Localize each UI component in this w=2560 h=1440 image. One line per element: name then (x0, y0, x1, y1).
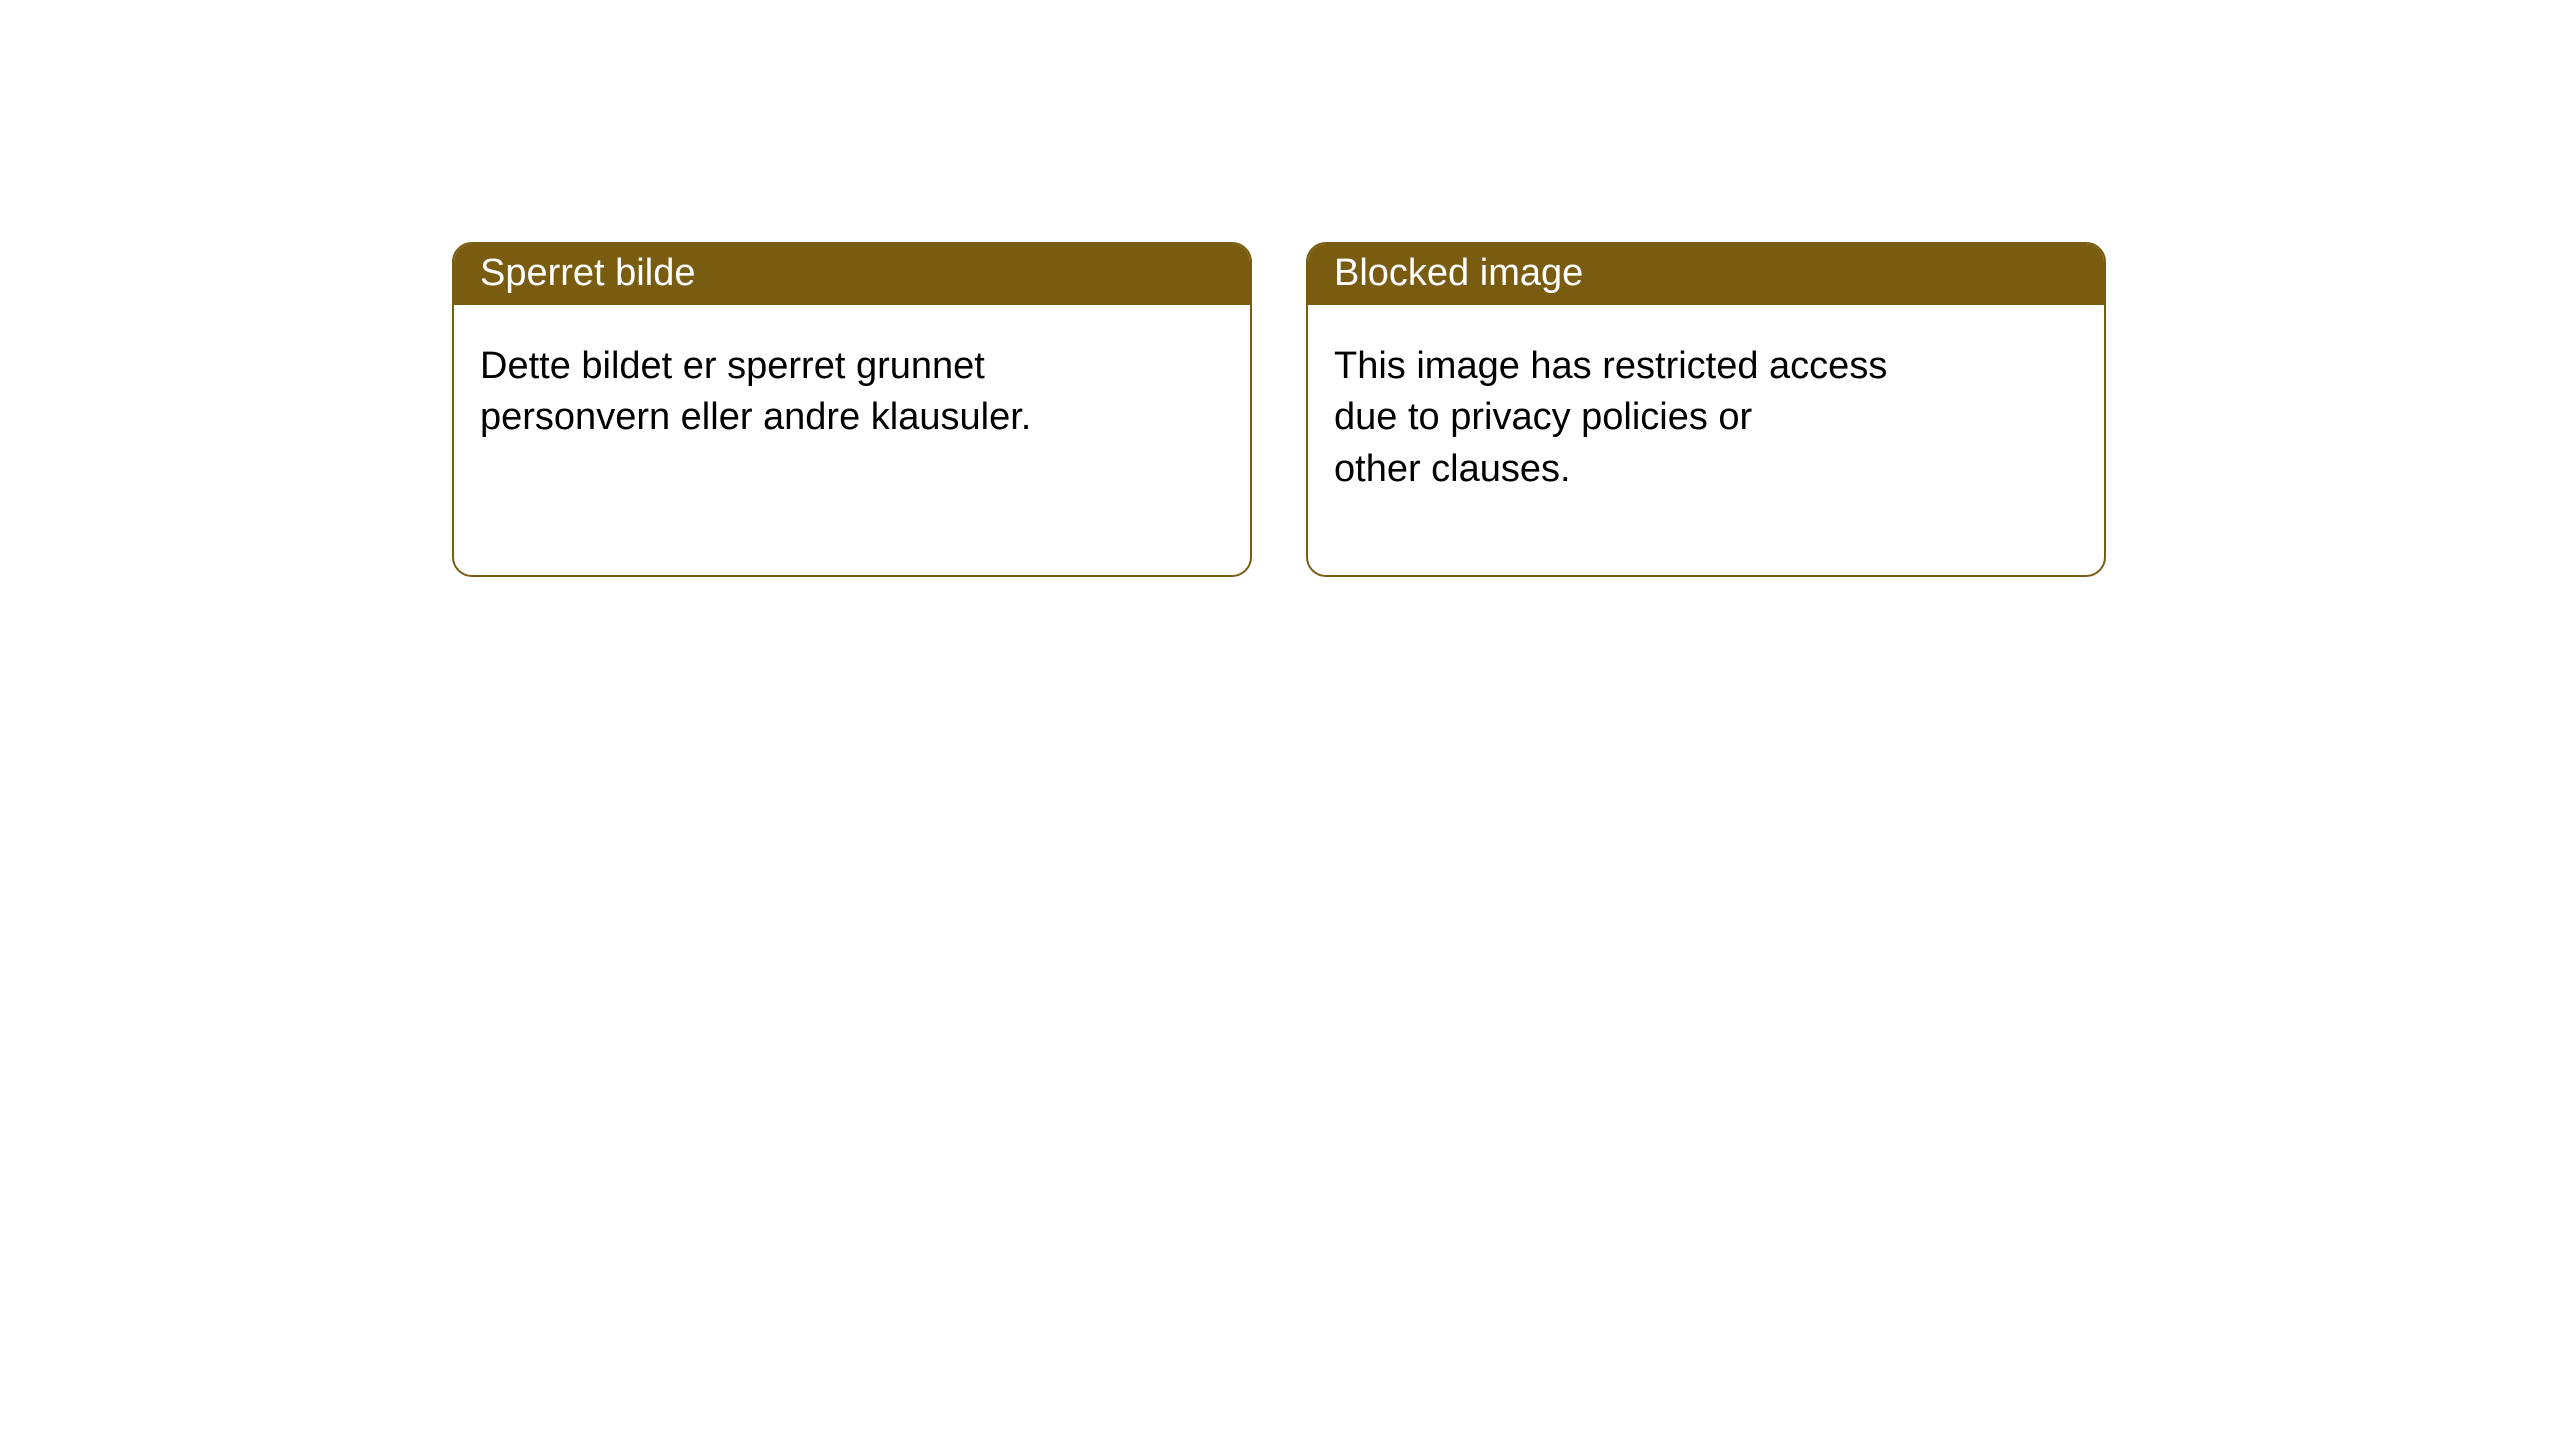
notice-title-norwegian: Sperret bilde (454, 244, 1250, 305)
notice-container: Sperret bilde Dette bildet er sperret gr… (0, 0, 2560, 577)
notice-title-english: Blocked image (1308, 244, 2104, 305)
notice-body-english: This image has restricted access due to … (1308, 305, 2104, 575)
notice-body-norwegian: Dette bildet er sperret grunnet personve… (454, 305, 1250, 524)
notice-card-english: Blocked image This image has restricted … (1306, 242, 2106, 577)
notice-card-norwegian: Sperret bilde Dette bildet er sperret gr… (452, 242, 1252, 577)
